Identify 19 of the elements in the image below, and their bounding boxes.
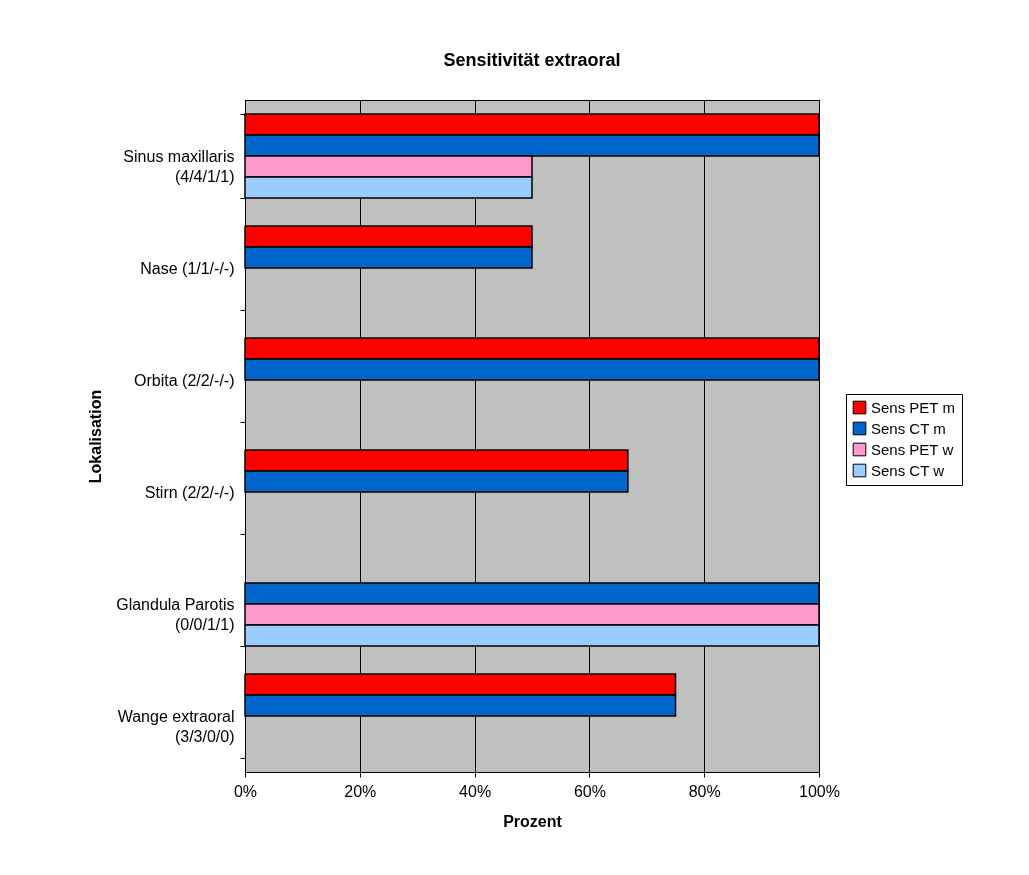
y-tick-label: Sinus maxillaris (4/4/1/1): [123, 147, 235, 185]
chart-title: Sensitivität extraoral: [443, 50, 621, 70]
legend-label: Sens PET w: [871, 440, 954, 458]
x-tick-label: 60%: [573, 782, 606, 800]
x-tick-label: 40%: [459, 782, 492, 800]
legend-label: Sens CT m: [871, 419, 946, 437]
y-tick-label: Nase (1/1/-/-): [140, 259, 235, 277]
y-axis-title: Lokalisation: [87, 389, 105, 484]
x-tick-label: 0%: [233, 782, 258, 800]
x-axis-title: Prozent: [503, 812, 563, 830]
y-tick-label: Orbita (2/2/-/-): [134, 371, 235, 389]
y-tick-label: Glandula Parotis (0/0/1/1): [116, 595, 235, 633]
legend-label: Sens CT w: [871, 461, 945, 479]
x-tick-label: 20%: [344, 782, 377, 800]
y-tick-label: Wange extraoral (3/3/0/0): [117, 707, 235, 745]
x-tick-label: 100%: [799, 782, 840, 800]
legend-label: Sens PET m: [871, 398, 955, 416]
y-tick-label: Stirn (2/2/-/-): [144, 483, 235, 501]
x-tick-label: 80%: [688, 782, 721, 800]
